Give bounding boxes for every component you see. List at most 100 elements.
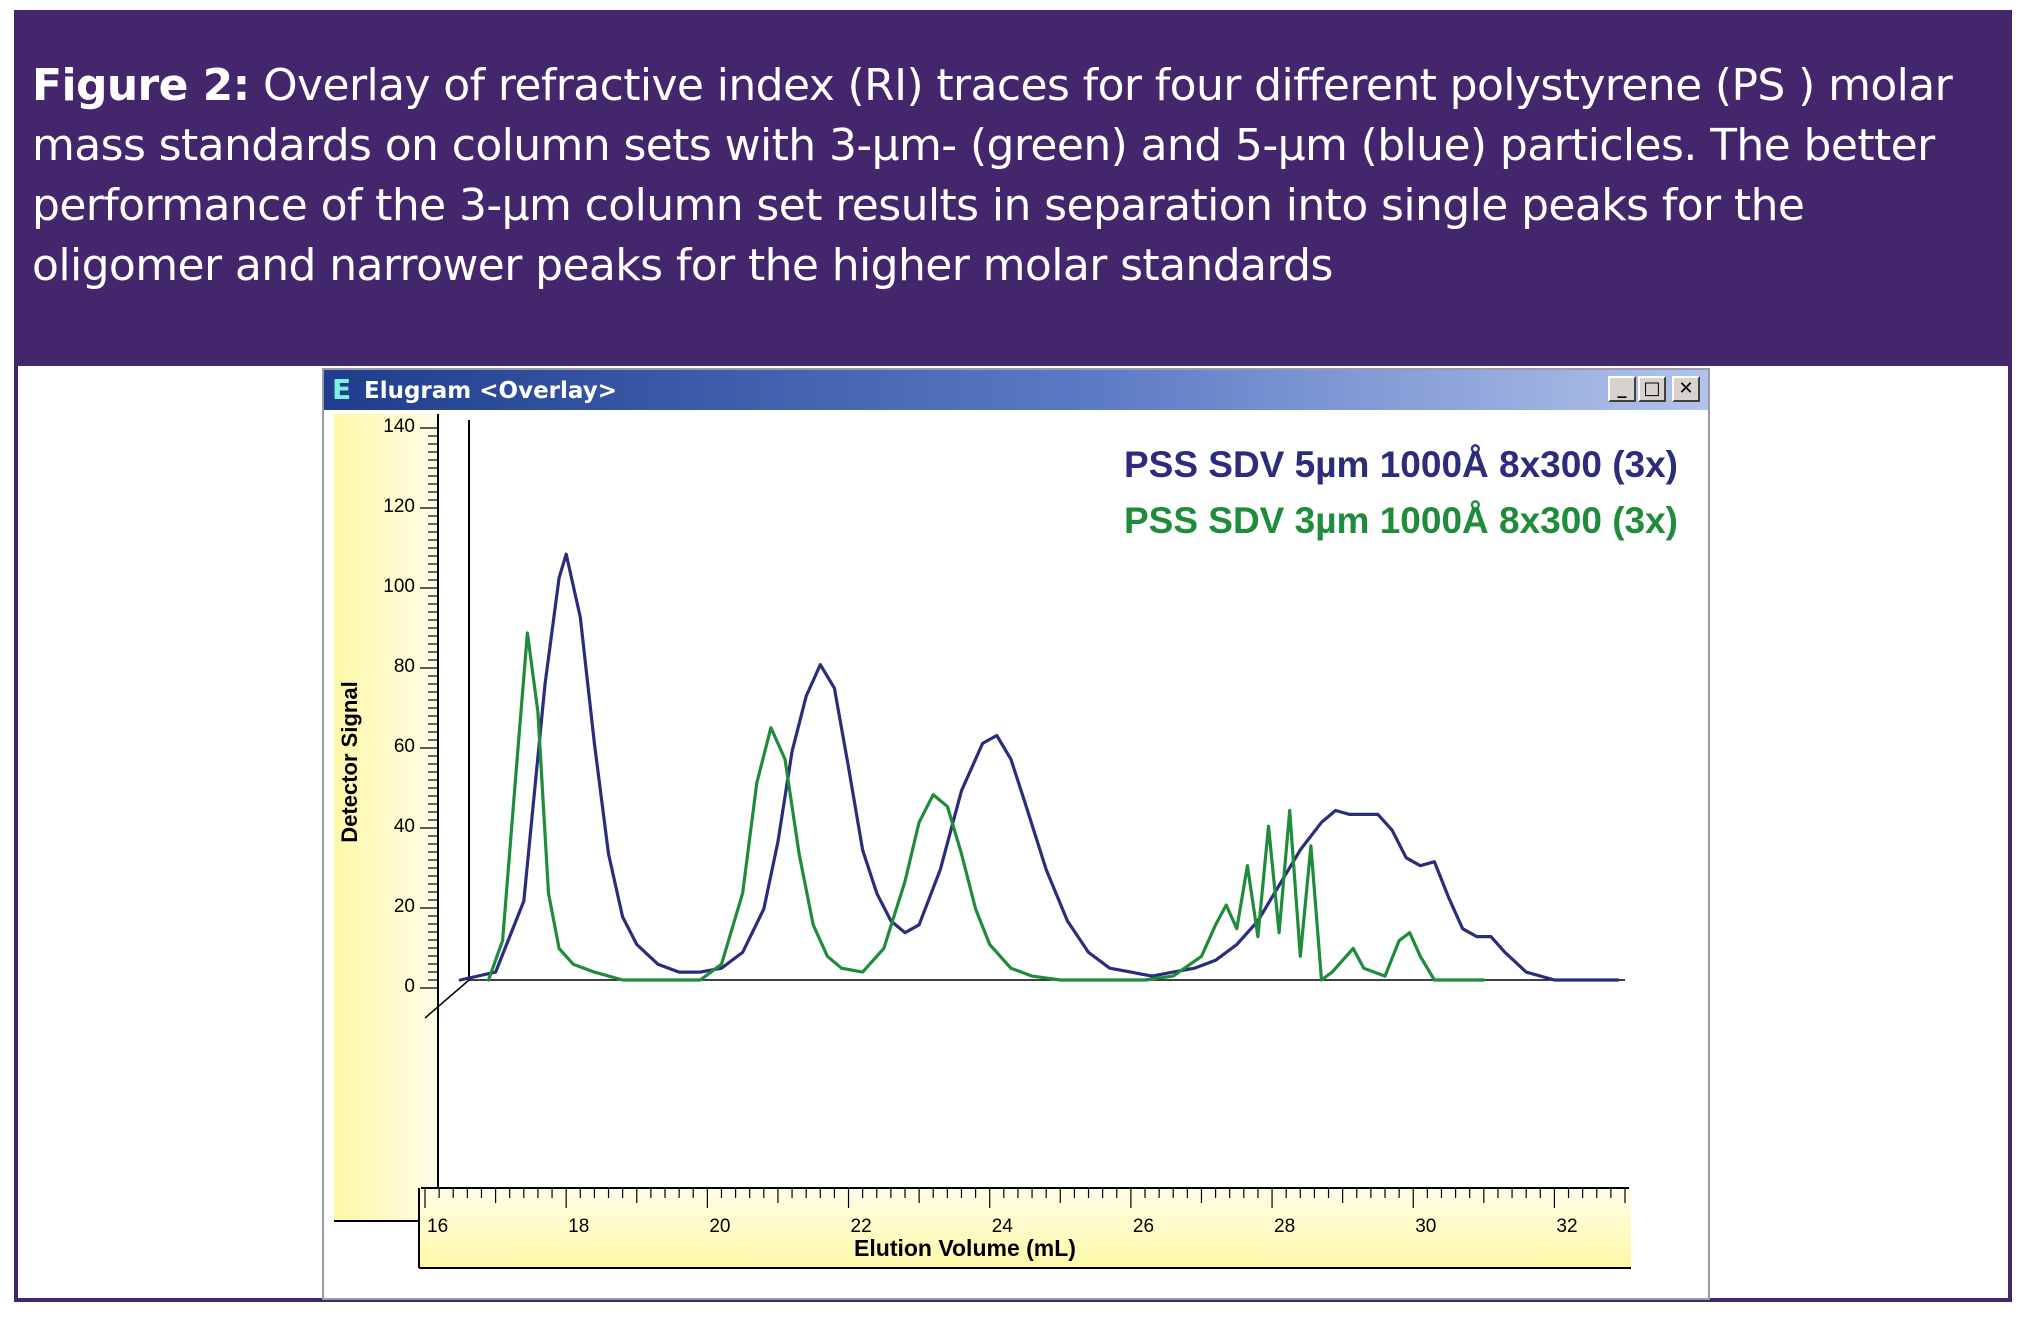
data-point-5um xyxy=(791,750,793,752)
elugram-window: E Elugram <Overlay> _ □ ✕ 0 20 40 60 80 100 12… xyxy=(322,368,1710,1300)
data-point-3um xyxy=(1059,979,1061,981)
data-point-5um xyxy=(720,967,722,969)
data-point-5um xyxy=(1172,971,1174,973)
x-tick-label: 18 xyxy=(568,1216,589,1237)
y-tick-label: 120 xyxy=(383,496,415,517)
data-point-3um xyxy=(946,805,948,807)
y-axis-panel xyxy=(334,414,438,1221)
data-point-3um xyxy=(1310,845,1312,847)
caption-band xyxy=(14,10,2012,366)
data-point-3um xyxy=(1331,971,1333,973)
data-point-3um xyxy=(960,853,962,855)
x-tick-label: 16 xyxy=(427,1216,448,1237)
data-point-5um xyxy=(636,943,638,945)
data-point-3um xyxy=(1267,825,1269,827)
y-tick-label: 0 xyxy=(404,976,415,997)
data-point-5um xyxy=(763,908,765,910)
app-icon: E xyxy=(332,373,352,406)
data-point-5um xyxy=(918,924,920,926)
data-point-3um xyxy=(1299,955,1301,957)
data-point-3um xyxy=(699,979,701,981)
data-point-5um xyxy=(1236,943,1238,945)
x-axis-title: Elution Volume (mL) xyxy=(854,1235,1076,1261)
window-title: Elugram <Overlay> xyxy=(364,378,617,404)
data-point-3um xyxy=(1010,967,1012,969)
data-point-5um xyxy=(1320,821,1322,823)
data-point-3um xyxy=(1363,967,1365,969)
data-point-3um xyxy=(1225,904,1227,906)
data-point-3um xyxy=(1214,924,1216,926)
data-point-3um xyxy=(861,971,863,973)
figure-label: Figure 2: xyxy=(32,60,250,111)
y-tick-label: 20 xyxy=(394,896,415,917)
data-point-5um xyxy=(579,616,581,618)
data-point-5um xyxy=(1066,920,1068,922)
data-point-5um xyxy=(1525,971,1527,973)
floor-diagonal xyxy=(424,979,470,1019)
data-point-5um xyxy=(1087,951,1089,953)
data-point-3um xyxy=(621,979,623,981)
data-point-3um xyxy=(1246,865,1248,867)
data-point-3um xyxy=(932,794,934,796)
data-point-3um xyxy=(558,947,560,949)
data-point-5um xyxy=(1433,861,1435,863)
x-axis-panel xyxy=(419,1188,1631,1268)
data-point-5um xyxy=(939,868,941,870)
data-point-3um xyxy=(1384,975,1386,977)
data-point-3um xyxy=(526,632,528,634)
data-point-5um xyxy=(544,683,546,685)
data-point-3um xyxy=(1341,959,1343,961)
data-point-5um xyxy=(904,932,906,934)
data-point-5um xyxy=(1214,959,1216,961)
data-point-3um xyxy=(671,979,673,981)
data-point-3um xyxy=(918,821,920,823)
x-tick-label: 22 xyxy=(851,1216,872,1237)
data-point-3um xyxy=(1144,979,1146,981)
data-point-3um xyxy=(1419,955,1421,957)
data-point-5um xyxy=(1010,758,1012,760)
data-point-3um xyxy=(883,947,885,949)
data-point-5um xyxy=(678,971,680,973)
data-point-3um xyxy=(1031,975,1033,977)
y-tick-label: 140 xyxy=(383,416,415,437)
data-point-5um xyxy=(1617,979,1619,981)
data-point-5um xyxy=(741,951,743,953)
data-point-5um xyxy=(833,687,835,689)
data-point-5um xyxy=(861,849,863,851)
data-point-3um xyxy=(904,880,906,882)
data-point-3um xyxy=(516,762,518,764)
data-point-3um xyxy=(593,971,595,973)
data-point-3um xyxy=(720,963,722,965)
data-point-3um xyxy=(572,963,574,965)
window-titlebar[interactable]: E Elugram <Overlay> _ □ ✕ xyxy=(324,370,1708,410)
data-point-5um xyxy=(876,892,878,894)
elugram-chart: 0 20 40 60 80 100 120 140 Detector Signal 16 18 20 2… xyxy=(334,414,1631,1269)
y-tick-label: 100 xyxy=(383,576,415,597)
data-point-5um xyxy=(459,979,461,981)
data-point-5um xyxy=(1109,967,1111,969)
data-point-3um xyxy=(974,908,976,910)
data-point-3um xyxy=(1257,935,1259,937)
maximize-button[interactable]: □ xyxy=(1638,376,1666,402)
data-point-5um xyxy=(1024,801,1026,803)
close-button[interactable]: ✕ xyxy=(1672,376,1700,402)
data-point-5um xyxy=(1504,951,1506,953)
data-point-5um xyxy=(1447,896,1449,898)
data-point-5um xyxy=(621,916,623,918)
y-tick-label: 80 xyxy=(394,656,415,677)
data-point-3um xyxy=(1483,979,1485,981)
data-point-5um xyxy=(1553,979,1555,981)
plot-area: 0 20 40 60 80 100 120 140 Detector Signal 16 18 20 2… xyxy=(324,410,1708,1298)
series-line-3um xyxy=(486,631,1486,982)
data-point-3um xyxy=(1200,955,1202,957)
data-point-3um xyxy=(812,924,814,926)
data-point-5um xyxy=(1130,971,1132,973)
data-point-5um xyxy=(1461,928,1463,930)
data-point-3um xyxy=(537,711,539,713)
data-point-5um xyxy=(981,742,983,744)
data-point-5um xyxy=(1490,935,1492,937)
data-point-5um xyxy=(1151,975,1153,977)
data-point-5um xyxy=(494,971,496,973)
minimize-button[interactable]: _ xyxy=(1608,376,1636,402)
data-point-5um xyxy=(1349,813,1351,815)
